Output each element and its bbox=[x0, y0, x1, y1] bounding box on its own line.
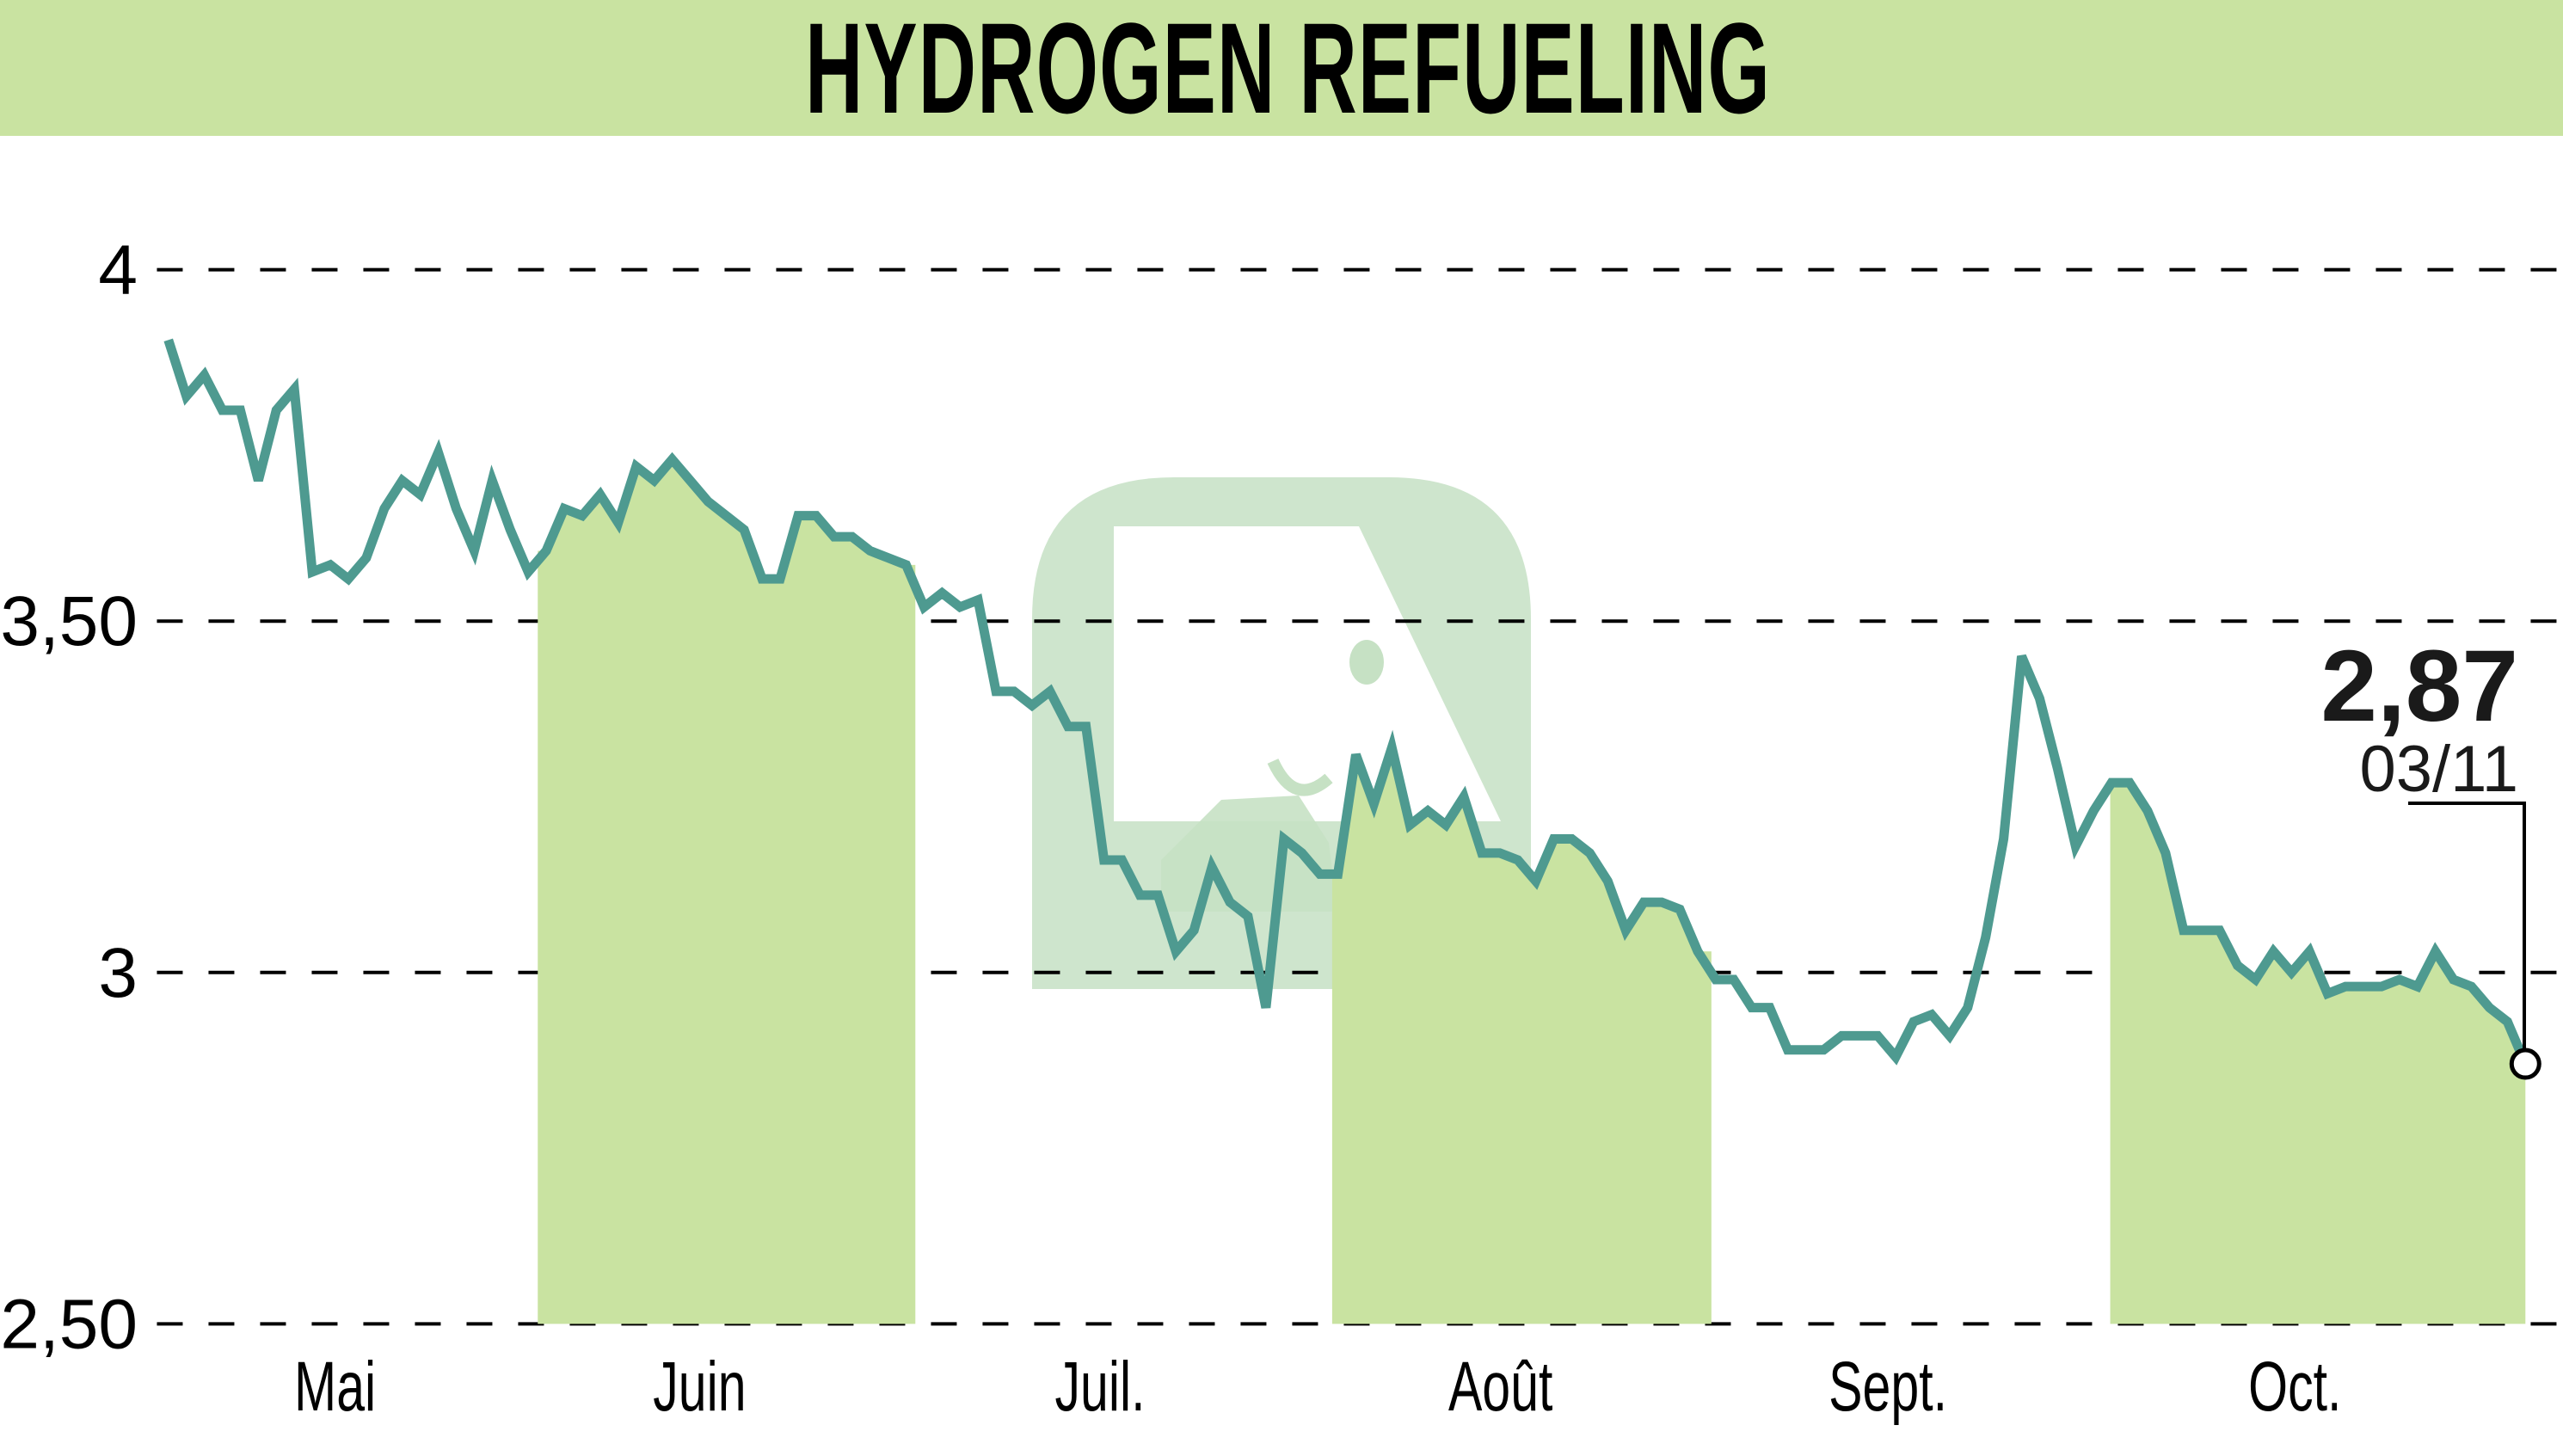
x-tick-label: Juil. bbox=[1055, 1348, 1146, 1427]
y-axis-labels: 4 3,50 3 2,50 bbox=[0, 231, 138, 1364]
y-tick-label: 3 bbox=[98, 934, 138, 1012]
x-tick-label: Sept. bbox=[1829, 1348, 1947, 1427]
last-point-marker-icon bbox=[2509, 1047, 2541, 1080]
month-band bbox=[538, 459, 916, 1324]
month-band bbox=[1331, 747, 1712, 1324]
y-tick-label: 4 bbox=[98, 231, 138, 310]
title-banner bbox=[0, 0, 2563, 136]
band-area-fills bbox=[538, 459, 2526, 1324]
x-tick-label: Oct. bbox=[2248, 1348, 2341, 1427]
x-tick-label: Mai bbox=[294, 1348, 376, 1427]
price-line bbox=[163, 338, 2530, 1066]
chart-title: HYDROGEN REFUELING bbox=[805, 0, 1772, 140]
annotation-leader-line bbox=[2408, 802, 2526, 1060]
month-band bbox=[2110, 783, 2526, 1324]
last-date: 03/11 bbox=[2359, 733, 2518, 806]
y-tick-label: 3,50 bbox=[0, 582, 138, 660]
last-value: 2,87 bbox=[2320, 630, 2518, 743]
x-axis-labels: Mai Juin Juil. Août Sept. Oct. bbox=[294, 1348, 2341, 1427]
y-tick-label: 2,50 bbox=[0, 1285, 138, 1363]
x-tick-label: Juin bbox=[653, 1348, 746, 1427]
watermark-logo-icon bbox=[1032, 477, 1531, 989]
x-tick-label: Août bbox=[1448, 1348, 1553, 1427]
